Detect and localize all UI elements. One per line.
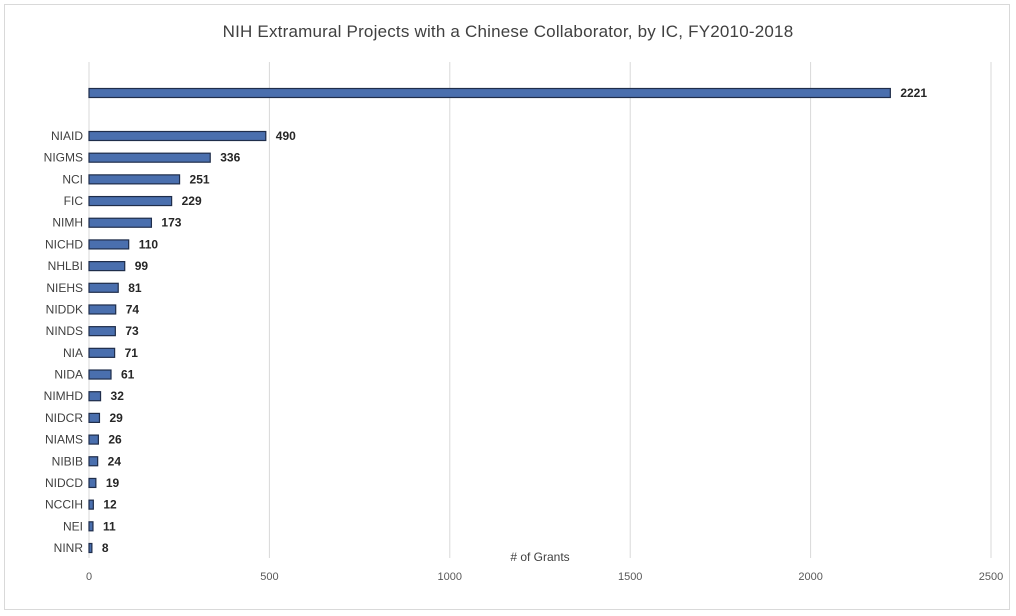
bar bbox=[88, 542, 93, 554]
data-label: 2221 bbox=[900, 86, 927, 100]
category-label: NIDCR bbox=[45, 411, 83, 425]
data-label: 99 bbox=[135, 259, 149, 273]
data-label: 74 bbox=[126, 302, 140, 316]
category-label: NIBIB bbox=[52, 454, 83, 468]
data-label: 251 bbox=[190, 172, 210, 186]
data-label: 29 bbox=[109, 411, 123, 425]
x-tick-label: 0 bbox=[86, 571, 92, 583]
category-label: NIAMS bbox=[45, 433, 83, 447]
data-label: 19 bbox=[106, 476, 120, 490]
bars bbox=[88, 87, 891, 554]
data-label: 173 bbox=[161, 216, 181, 230]
bar bbox=[88, 174, 181, 185]
x-tick-labels: 0 500 1000 1500 2000 2500 bbox=[86, 571, 1003, 583]
bar bbox=[88, 412, 101, 423]
bar bbox=[88, 195, 173, 207]
bar bbox=[88, 369, 112, 380]
category-label: NINR bbox=[54, 541, 84, 555]
x-tick-label: 500 bbox=[260, 571, 278, 583]
bar bbox=[88, 87, 891, 99]
category-label: NIA bbox=[63, 346, 83, 360]
category-labels: NIAID NIGMS NCI FIC NIMH NICHD NHLBI NIEHS NIDDK… bbox=[44, 129, 84, 555]
data-label: 71 bbox=[125, 346, 139, 360]
category-label: NCCIH bbox=[45, 498, 83, 512]
x-tick-label: 2000 bbox=[798, 571, 822, 583]
x-tick-label: 2500 bbox=[979, 571, 1003, 583]
data-label: 12 bbox=[103, 498, 117, 512]
data-label: 229 bbox=[182, 194, 202, 208]
category-label: NEI bbox=[63, 519, 83, 533]
category-label: FIC bbox=[64, 194, 84, 208]
data-label: 26 bbox=[108, 433, 122, 447]
category-label: NINDS bbox=[46, 324, 83, 338]
bar bbox=[88, 152, 211, 163]
bar bbox=[88, 499, 94, 510]
bar bbox=[88, 521, 94, 532]
category-label: NIMHD bbox=[44, 389, 84, 403]
bar bbox=[88, 282, 119, 293]
bar bbox=[88, 391, 102, 402]
data-label: 8 bbox=[102, 541, 109, 555]
chart-frame bbox=[4, 4, 1010, 610]
category-label: NCI bbox=[62, 172, 83, 186]
data-label: 490 bbox=[276, 129, 296, 143]
category-label: NIEHS bbox=[46, 281, 83, 295]
bar bbox=[88, 130, 267, 142]
category-label: NIAID bbox=[51, 129, 83, 143]
category-label: NIMH bbox=[52, 216, 83, 230]
bar bbox=[88, 456, 99, 467]
bar bbox=[88, 347, 116, 358]
bar bbox=[88, 304, 117, 315]
bar bbox=[88, 477, 97, 489]
bar bbox=[88, 239, 130, 250]
data-label: 81 bbox=[128, 281, 142, 295]
bar bbox=[88, 261, 126, 272]
category-label: NIDDK bbox=[46, 302, 83, 316]
category-label: NIDA bbox=[54, 368, 83, 382]
data-label: 61 bbox=[121, 368, 135, 382]
data-label: 11 bbox=[103, 519, 116, 533]
category-label: NICHD bbox=[45, 237, 83, 251]
data-label: 110 bbox=[139, 237, 159, 251]
x-tick-label: 1500 bbox=[618, 571, 642, 583]
category-label: NIDCD bbox=[45, 476, 83, 490]
data-label: 32 bbox=[111, 389, 125, 403]
data-label: 73 bbox=[125, 324, 139, 338]
category-label: NIGMS bbox=[44, 151, 83, 165]
bar bbox=[88, 326, 116, 337]
x-axis-title: # of Grants bbox=[510, 550, 569, 564]
data-label: 336 bbox=[220, 151, 240, 165]
category-label: NHLBI bbox=[48, 259, 83, 273]
bar bbox=[88, 217, 153, 228]
chart-title: NIH Extramural Projects with a Chinese C… bbox=[222, 22, 794, 41]
x-tick-label: 1000 bbox=[438, 571, 462, 583]
bar bbox=[88, 434, 99, 445]
data-label: 24 bbox=[108, 454, 122, 468]
